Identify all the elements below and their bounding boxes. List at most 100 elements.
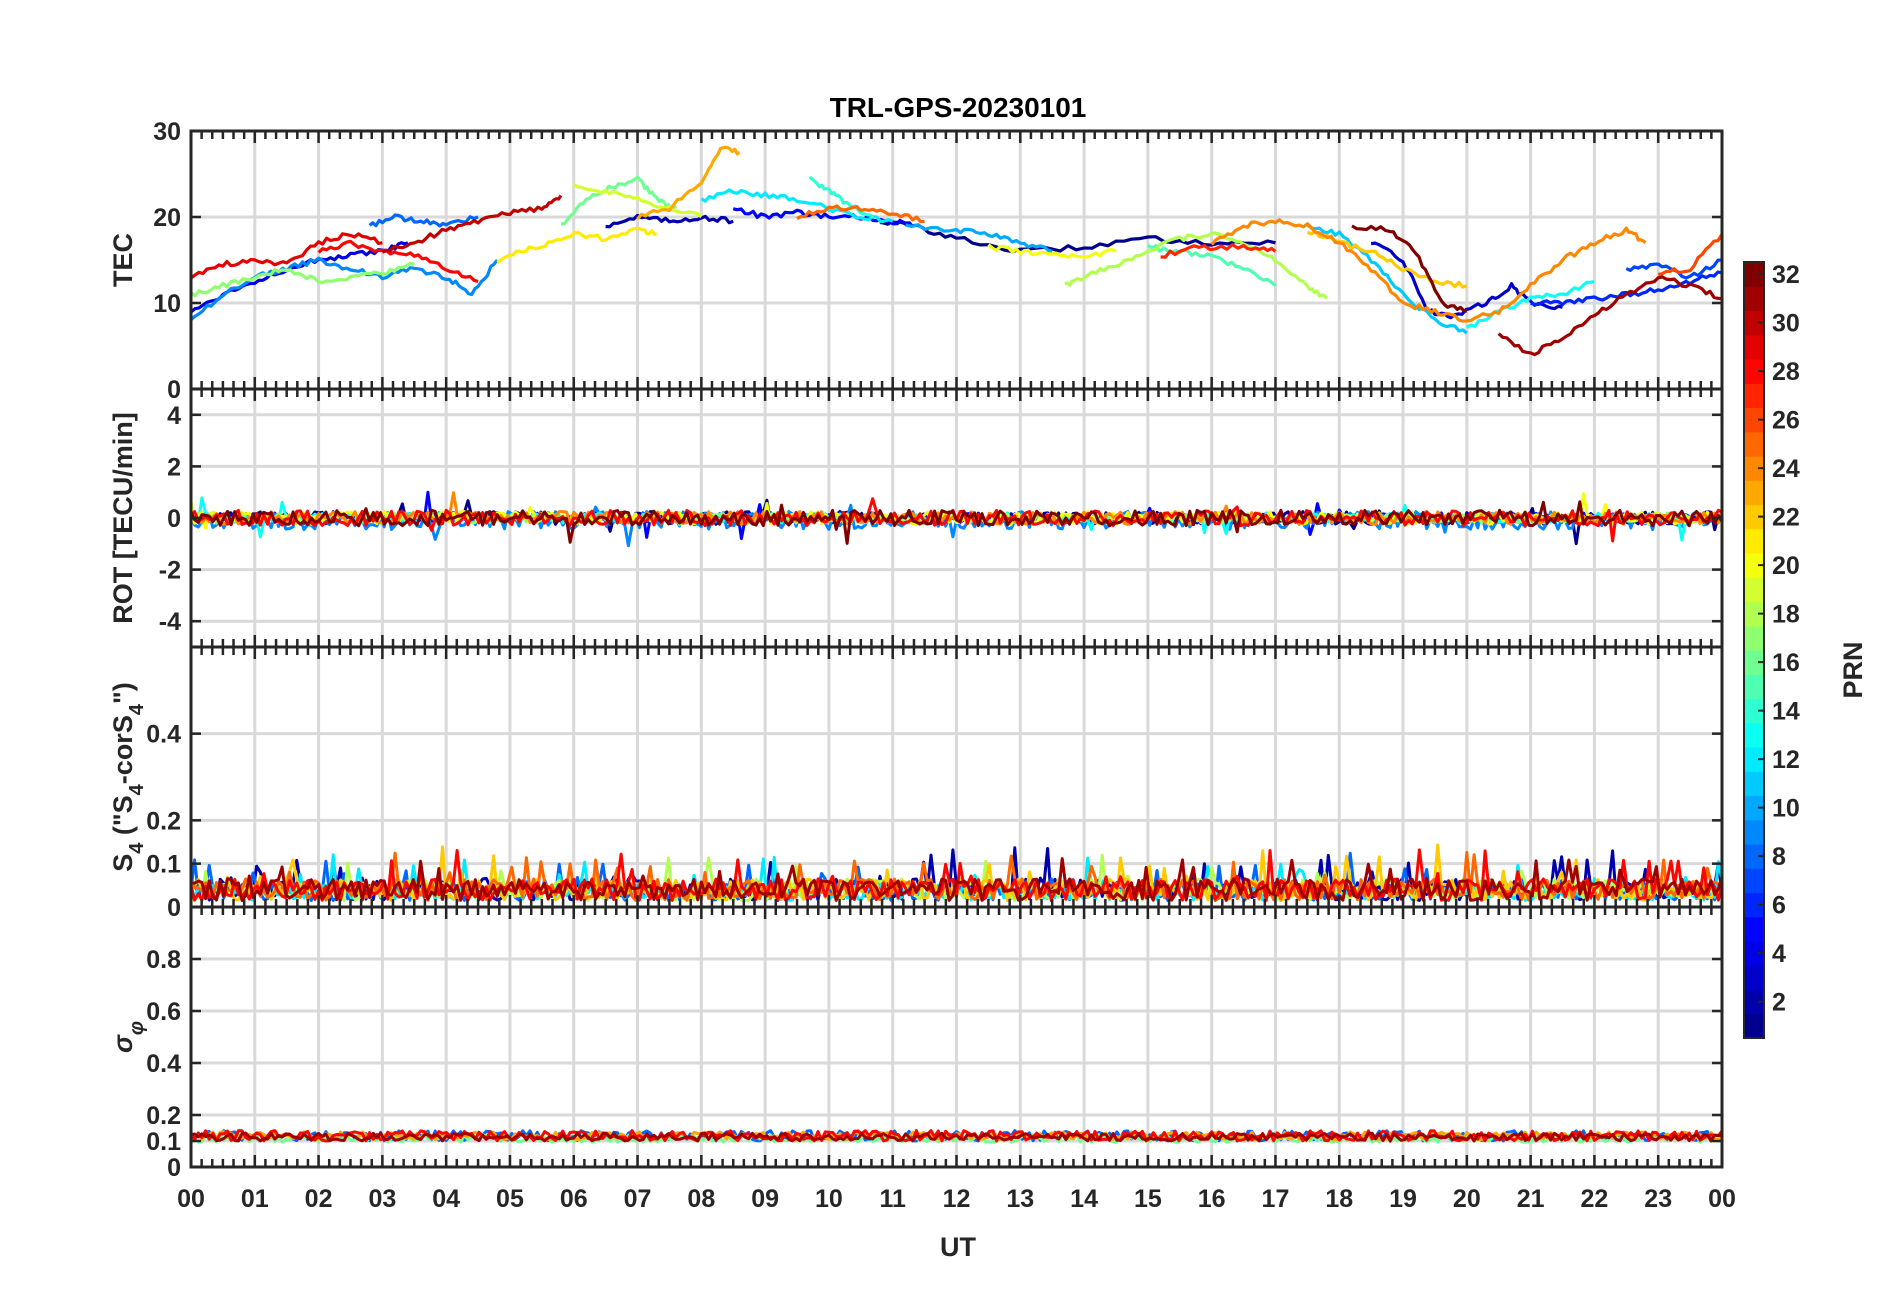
colorbar-band: [1744, 844, 1764, 869]
colorbar-frame: [1743, 261, 1765, 1039]
y-axis-label-tec: TEC: [108, 233, 138, 287]
series-line-prn-26: [1657, 233, 1722, 276]
colorbar-tick-label: 6: [1772, 892, 1786, 920]
colorbar-band: [1744, 674, 1764, 700]
series-line-prn-16: [561, 175, 678, 226]
colorbar-band: [1744, 262, 1764, 287]
colorbar-band: [1744, 334, 1764, 360]
y-tick-label: 0.8: [146, 946, 181, 974]
y-tick-label: 4: [167, 402, 181, 430]
y-tick-label: 0.2: [146, 807, 181, 835]
series-line-prn-29: [191, 232, 383, 280]
y-tick-label: 0.4: [146, 1050, 181, 1078]
y-tick-label: 0.6: [146, 998, 181, 1026]
colorbar-label: PRN: [1838, 641, 1868, 698]
series-line-prn-23: [636, 145, 741, 221]
colorbar-band: [1744, 747, 1764, 772]
x-tick-label: 02: [305, 1185, 333, 1213]
colorbar-tick-label: 10: [1772, 795, 1800, 823]
series-line-prn-19: [573, 183, 703, 219]
colorbar-band: [1744, 601, 1764, 627]
x-gridlines: [189, 907, 1724, 1167]
y-tick-label: 0.1: [146, 851, 181, 879]
series-line-prn-27: [1160, 243, 1277, 259]
colorbar-band: [1744, 310, 1764, 336]
y-tick-label: -2: [159, 557, 181, 585]
series-line-prn-14: [808, 175, 875, 219]
colorbar-band: [1744, 916, 1764, 942]
series-line-prn-18: [1064, 231, 1328, 300]
series-line-prn-2: [605, 213, 734, 229]
y-tick-labels: 0 0.1 0.2 0.4: [146, 721, 1722, 922]
y-tick-label: 0.4: [146, 721, 181, 749]
x-tick-label: 03: [368, 1185, 396, 1213]
series-line-prn-20: [987, 243, 1117, 259]
chart-title: TRL-GPS-20230101: [830, 92, 1087, 123]
y-tick-labels: 00.10.2 0.4 0.6 0.8: [146, 946, 1722, 1182]
colorbar-band: [1744, 819, 1764, 845]
y-axis-label-s4: S4 ("S4-corS4"): [108, 682, 148, 872]
y-tick-label: 20: [153, 204, 181, 232]
colorbar-tick-label: 24: [1772, 455, 1800, 483]
x-tick-label: 14: [1070, 1185, 1098, 1213]
colorbar-band: [1744, 286, 1764, 312]
colorbar-band: [1744, 868, 1764, 894]
x-minor-ticks: [189, 131, 1724, 389]
colorbar-band: [1744, 771, 1764, 797]
colorbar-band: [1744, 625, 1764, 651]
colorbar-tick-label: 16: [1772, 649, 1800, 677]
panel-sigma: 00.10.2 0.4 0.6 0.8 σφ: [108, 905, 1724, 1182]
y-tick-label: 0: [167, 505, 181, 533]
series-line-prn-21: [496, 226, 657, 264]
x-tick-label: 05: [496, 1185, 524, 1213]
panel-tec: 0 10 20 30 TEC: [108, 118, 1724, 404]
y-tick-label: 2: [167, 453, 181, 481]
x-tick-label: 09: [751, 1185, 779, 1213]
series-line-prn-5: [732, 207, 914, 227]
series-line-prn-11: [1306, 223, 1468, 335]
colorbar-band: [1744, 650, 1764, 675]
colorbar-tick-label: 14: [1772, 698, 1800, 726]
colorbar-tick-label: 2: [1772, 989, 1786, 1017]
x-minor-ticks: [189, 389, 1724, 647]
x-tick-label: 10: [815, 1185, 843, 1213]
y-tick-label: 0.2: [146, 1102, 181, 1130]
panel-rot: -4 -2 0 2 4 ROT [TECU/min]: [108, 387, 1724, 649]
colorbar-tick-label: 12: [1772, 746, 1800, 774]
colorbar-band: [1744, 989, 1764, 1015]
series-group: [191, 490, 1722, 548]
colorbar-band: [1744, 504, 1764, 530]
colorbar-tick-label: 22: [1772, 504, 1800, 532]
x-tick-label: 04: [432, 1185, 460, 1213]
colorbar-band: [1744, 480, 1764, 506]
series-line-prn-31: [191, 1131, 1722, 1143]
x-minor-ticks: [189, 907, 1724, 1167]
colorbar-tick-label: 32: [1772, 261, 1800, 289]
x-tick-label: 21: [1517, 1185, 1545, 1213]
x-tick-label: 11: [879, 1185, 906, 1213]
colorbar-band: [1744, 965, 1764, 991]
colorbar-tick-label: 20: [1772, 552, 1800, 580]
series-line-prn-17: [191, 261, 415, 298]
x-gridlines: [189, 131, 1724, 389]
colorbar-tick-label: 30: [1772, 310, 1800, 338]
series-line-prn-31: [191, 857, 1722, 902]
series-line-prn-6: [1530, 270, 1722, 307]
colorbar-band: [1744, 359, 1764, 384]
colorbar-band: [1744, 407, 1764, 433]
y-axis-label-rot: ROT [TECU/min]: [108, 412, 138, 623]
colorbar-tick-label: 26: [1772, 407, 1800, 435]
colorbar-band: [1744, 577, 1764, 603]
series-line-prn-22: [1306, 229, 1468, 289]
y-tick-labels: -4 -2 0 2 4: [159, 402, 1722, 636]
series-line-prn-12: [700, 188, 894, 224]
series-group: [191, 145, 1722, 357]
x-tick-label: 23: [1644, 1185, 1672, 1213]
y-tick-label: 0: [167, 894, 181, 922]
x-tick-label: 16: [1198, 1185, 1226, 1213]
x-tick-label: 06: [560, 1185, 588, 1213]
x-tick-label: 07: [624, 1185, 652, 1213]
series-group: [191, 1129, 1722, 1144]
